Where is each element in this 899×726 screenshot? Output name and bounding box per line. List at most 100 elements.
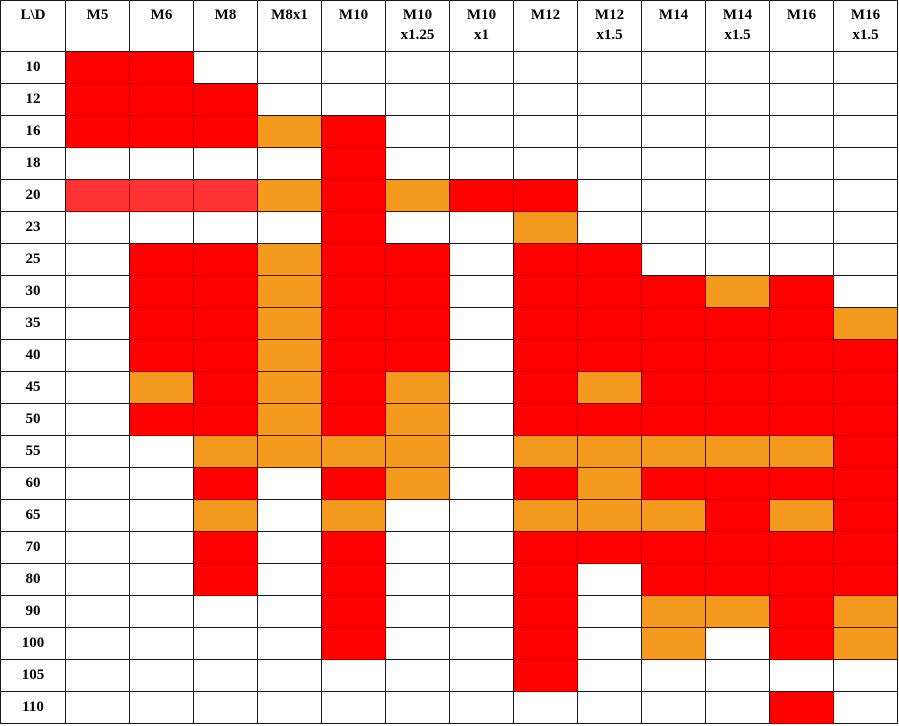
column-header-line: M14	[658, 7, 689, 23]
availability-cell	[129, 531, 194, 564]
availability-cell	[577, 275, 642, 308]
availability-cell	[769, 531, 834, 564]
availability-cell	[705, 467, 770, 500]
availability-cell	[385, 435, 450, 468]
availability-cell	[65, 243, 130, 276]
availability-cell	[129, 371, 194, 404]
availability-cell	[321, 563, 386, 596]
column-header: M12	[513, 0, 578, 52]
availability-cell	[705, 83, 770, 116]
availability-cell	[769, 51, 834, 84]
availability-cell	[833, 467, 898, 500]
availability-cell	[193, 147, 258, 180]
availability-cell	[385, 691, 450, 724]
availability-cell	[193, 115, 258, 148]
table-row: 110	[0, 691, 898, 724]
availability-cell	[705, 307, 770, 340]
availability-cell	[449, 403, 514, 436]
availability-cell	[705, 179, 770, 212]
availability-cell	[385, 467, 450, 500]
availability-cell	[65, 275, 130, 308]
column-header: M5	[65, 0, 130, 52]
availability-cell	[513, 243, 578, 276]
availability-cell	[577, 499, 642, 532]
availability-cell	[193, 467, 258, 500]
availability-cell	[577, 211, 642, 244]
availability-cell	[833, 531, 898, 564]
availability-cell	[65, 435, 130, 468]
availability-cell	[193, 403, 258, 436]
availability-cell	[449, 51, 514, 84]
availability-cell	[257, 659, 322, 692]
availability-cell	[769, 691, 834, 724]
availability-cell	[385, 83, 450, 116]
table-row: 100	[0, 627, 898, 660]
availability-cell	[449, 467, 514, 500]
availability-cell	[833, 115, 898, 148]
table-row: 12	[0, 83, 898, 116]
availability-cell	[129, 403, 194, 436]
availability-cell	[129, 307, 194, 340]
availability-cell	[65, 467, 130, 500]
row-length-label: 80	[0, 563, 66, 596]
availability-cell	[641, 339, 706, 372]
row-length-label: 50	[0, 403, 66, 436]
column-header-line: M10	[402, 7, 433, 23]
table-row: 10	[0, 51, 898, 84]
availability-cell	[641, 531, 706, 564]
column-header-line: M16	[850, 7, 881, 23]
availability-cell	[321, 499, 386, 532]
availability-cell	[513, 595, 578, 628]
availability-cell	[129, 51, 194, 84]
availability-cell	[129, 627, 194, 660]
availability-cell	[449, 563, 514, 596]
availability-cell	[641, 51, 706, 84]
availability-cell	[193, 51, 258, 84]
availability-cell	[577, 531, 642, 564]
column-header: M8x1	[257, 0, 322, 52]
availability-cell	[449, 659, 514, 692]
availability-cell	[257, 691, 322, 724]
availability-cell	[193, 563, 258, 596]
availability-cell	[129, 467, 194, 500]
availability-cell	[641, 179, 706, 212]
availability-cell	[129, 243, 194, 276]
availability-cell	[641, 83, 706, 116]
availability-cell	[385, 403, 450, 436]
availability-cell	[257, 595, 322, 628]
column-header-line: M12	[530, 7, 561, 23]
availability-cell	[833, 499, 898, 532]
table-row: 18	[0, 147, 898, 180]
row-length-label: 60	[0, 467, 66, 500]
availability-cell	[833, 595, 898, 628]
availability-cell	[65, 403, 130, 436]
availability-cell	[577, 659, 642, 692]
corner-header: L\D	[0, 0, 66, 52]
availability-cell	[769, 627, 834, 660]
availability-cell	[833, 51, 898, 84]
availability-cell	[385, 307, 450, 340]
availability-cell	[193, 371, 258, 404]
availability-cell	[705, 243, 770, 276]
availability-cell	[449, 211, 514, 244]
availability-cell	[65, 595, 130, 628]
availability-cell	[65, 659, 130, 692]
availability-cell	[321, 467, 386, 500]
availability-cell	[65, 211, 130, 244]
availability-cell	[833, 627, 898, 660]
availability-cell	[833, 211, 898, 244]
availability-cell	[833, 371, 898, 404]
availability-cell	[129, 211, 194, 244]
availability-cell	[513, 467, 578, 500]
row-length-label: 90	[0, 595, 66, 628]
availability-cell	[833, 435, 898, 468]
availability-cell	[513, 499, 578, 532]
availability-cell	[385, 115, 450, 148]
availability-cell	[577, 307, 642, 340]
availability-cell	[577, 371, 642, 404]
availability-cell	[641, 595, 706, 628]
availability-cell	[385, 243, 450, 276]
availability-cell	[193, 499, 258, 532]
table-row: 70	[0, 531, 898, 564]
availability-cell	[833, 243, 898, 276]
